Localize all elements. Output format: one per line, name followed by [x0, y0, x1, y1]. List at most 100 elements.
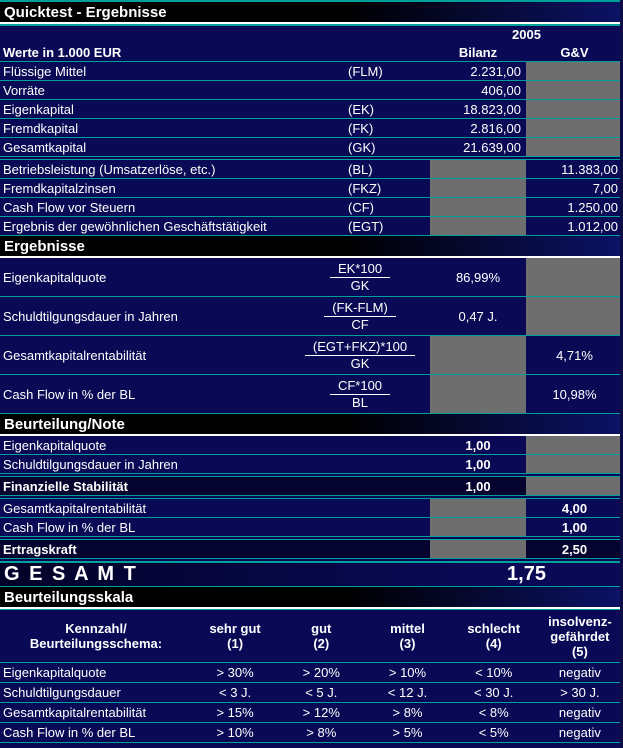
scale-header-sehr-gut: sehr gut (1)	[192, 610, 278, 662]
right-edge-border	[620, 0, 623, 748]
scale-header-line: sehr gut	[209, 621, 261, 636]
scale-value: < 10%	[475, 665, 513, 680]
row-label: Eigenkapitalquote	[3, 269, 107, 285]
gesamt-row: G E S A M T 1,75	[0, 562, 623, 587]
gv-grade-cell: 2,50	[561, 541, 588, 557]
bilanz-blocked-cell	[430, 336, 526, 374]
ratio-row: Gesamtkapitalrentabilität (EGT+FKZ)*100 …	[0, 336, 623, 375]
gv-blocked-cell	[526, 455, 623, 473]
gv-blocked-cell	[526, 81, 623, 99]
gv-blocked-cell	[526, 119, 623, 137]
bilanz-value-cell[interactable]: 2.816,00	[470, 120, 521, 136]
gv-value-cell[interactable]: 1.250,00	[567, 199, 618, 215]
row-label: Cash Flow vor Steuern	[3, 199, 136, 215]
page-title: Quicktest - Ergebnisse	[4, 3, 167, 21]
section-title: Ergebnisse	[4, 237, 85, 255]
ratio-row: Cash Flow in % der BL CF*100 BL 10,98%	[0, 375, 623, 414]
ratio-row: Schuldtilgungsdauer in Jahren (FK-FLM) C…	[0, 297, 623, 336]
formula-numerator: (FK-FLM)	[324, 300, 396, 317]
row-abbr: (FK)	[348, 120, 374, 136]
gv-value-cell[interactable]: 1.012,00	[567, 218, 618, 234]
spacer	[345, 43, 430, 61]
bilanz-value-cell[interactable]: 21.639,00	[463, 139, 521, 155]
row-label: Ergebnis der gewöhnlichen Geschäftstätig…	[3, 218, 267, 234]
scale-header-mittel: mittel (3)	[364, 610, 450, 662]
group-separator	[0, 559, 623, 562]
column-header-gv: G&V	[560, 44, 589, 60]
bilanz-result-cell: 86,99%	[455, 269, 501, 285]
bilanz-value-cell[interactable]: 2.231,00	[470, 63, 521, 79]
gv-blocked-cell	[526, 297, 623, 335]
section-header-ergebnisse: Ergebnisse	[0, 236, 623, 258]
formula: CF*100 BL	[290, 378, 430, 411]
title-separator-line	[0, 24, 623, 26]
table-row: Ergebnis der gewöhnlichen Geschäftstätig…	[0, 217, 623, 236]
row-label: Ertragskraft	[3, 541, 77, 557]
gv-value-cell[interactable]: 11.383,00	[561, 161, 618, 177]
section-header-beurteilungsskala: Beurteilungsskala	[0, 587, 623, 609]
bilanz-result-cell: 0,47 J.	[458, 308, 498, 324]
bilanz-value-cell[interactable]: 18.823,00	[463, 101, 521, 117]
bilanz-blocked-cell	[430, 198, 526, 216]
table-row: Vorräte 406,00	[0, 81, 623, 100]
grade-summary-row: Ertragskraft 2,50	[0, 540, 623, 559]
row-label: Flüssige Mittel	[3, 63, 87, 79]
bilanz-grade-cell: 1,00	[465, 456, 491, 472]
bilanz-grade-cell: 1,00	[465, 478, 491, 494]
gv-blocked-cell	[526, 436, 623, 454]
formula-denominator: GK	[350, 355, 370, 371]
scale-value: > 30 J.	[560, 685, 600, 700]
scale-value: < 3 J.	[219, 685, 252, 700]
gv-grade-cell: 1,00	[561, 519, 588, 535]
scale-header-row: Kennzahl/ Beurteilungsschema: sehr gut (…	[0, 609, 623, 663]
group-separator	[0, 474, 623, 477]
row-label: Betriebsleistung (Umsatzerlöse, etc.)	[3, 161, 216, 177]
bilanz-blocked-cell	[430, 540, 526, 558]
scale-row: Schuldtilgungsdauer < 3 J. < 5 J. < 12 J…	[0, 683, 623, 703]
scale-value: < 30 J.	[474, 685, 514, 700]
scale-header-schlecht: schlecht (4)	[451, 610, 537, 662]
scale-header-line: (4)	[485, 636, 502, 651]
row-abbr: (GK)	[348, 139, 376, 155]
grade-row: Cash Flow in % der BL 1,00	[0, 518, 623, 537]
gv-blocked-cell	[526, 100, 623, 118]
row-abbr: (EGT)	[348, 218, 384, 234]
column-header-bilanz: Bilanz	[458, 44, 498, 60]
scale-value: > 8%	[392, 705, 423, 720]
section-title: Beurteilung/Note	[4, 415, 125, 433]
spacer	[0, 26, 430, 43]
gv-blocked-cell	[526, 477, 623, 495]
bilanz-value-cell[interactable]: 406,00	[481, 82, 521, 98]
grade-row: Gesamtkapitalrentabilität 4,00	[0, 499, 623, 518]
table-row: Flüssige Mittel (FLM) 2.231,00	[0, 62, 623, 81]
scale-header-line: (3)	[399, 636, 416, 651]
bilanz-blocked-cell	[430, 160, 526, 178]
scale-header-line: insolvenz-	[548, 613, 612, 629]
scale-value: > 15%	[216, 705, 254, 720]
row-label: Schuldtilgungsdauer in Jahren	[3, 456, 178, 472]
formula-numerator: EK*100	[329, 261, 391, 278]
group-separator	[0, 157, 623, 160]
row-abbr: (BL)	[348, 161, 373, 177]
scale-value: > 30%	[216, 665, 254, 680]
scale-header-line: gut	[311, 621, 332, 636]
scale-value: > 8%	[306, 725, 337, 740]
row-label: Fremdkapitalzinsen	[3, 180, 116, 196]
column-header-row: Werte in 1.000 EUR Bilanz G&V	[0, 43, 623, 62]
grade-row: Schuldtilgungsdauer in Jahren 1,00	[0, 455, 623, 474]
table-row: Cash Flow vor Steuern (CF) 1.250,00	[0, 198, 623, 217]
row-label: Schuldtilgungsdauer	[3, 685, 121, 700]
gv-value-cell[interactable]: 7,00	[592, 180, 618, 196]
row-label: Gesamtkapitalrentabilität	[3, 500, 147, 516]
row-label: Cash Flow in % der BL	[3, 725, 136, 740]
formula: (EGT+FKZ)*100 GK	[290, 339, 430, 372]
section-header-beurteilung: Beurteilung/Note	[0, 414, 623, 436]
row-label: Eigenkapitalquote	[3, 437, 107, 453]
scale-value: negativ	[558, 705, 601, 720]
bilanz-blocked-cell	[430, 518, 526, 536]
scale-row: Cash Flow in % der BL > 10% > 8% > 5% < …	[0, 723, 623, 743]
row-abbr	[345, 81, 430, 99]
scale-value: negativ	[558, 725, 601, 740]
bilanz-grade-cell: 1,00	[465, 437, 491, 453]
scale-value: < 8%	[478, 705, 509, 720]
